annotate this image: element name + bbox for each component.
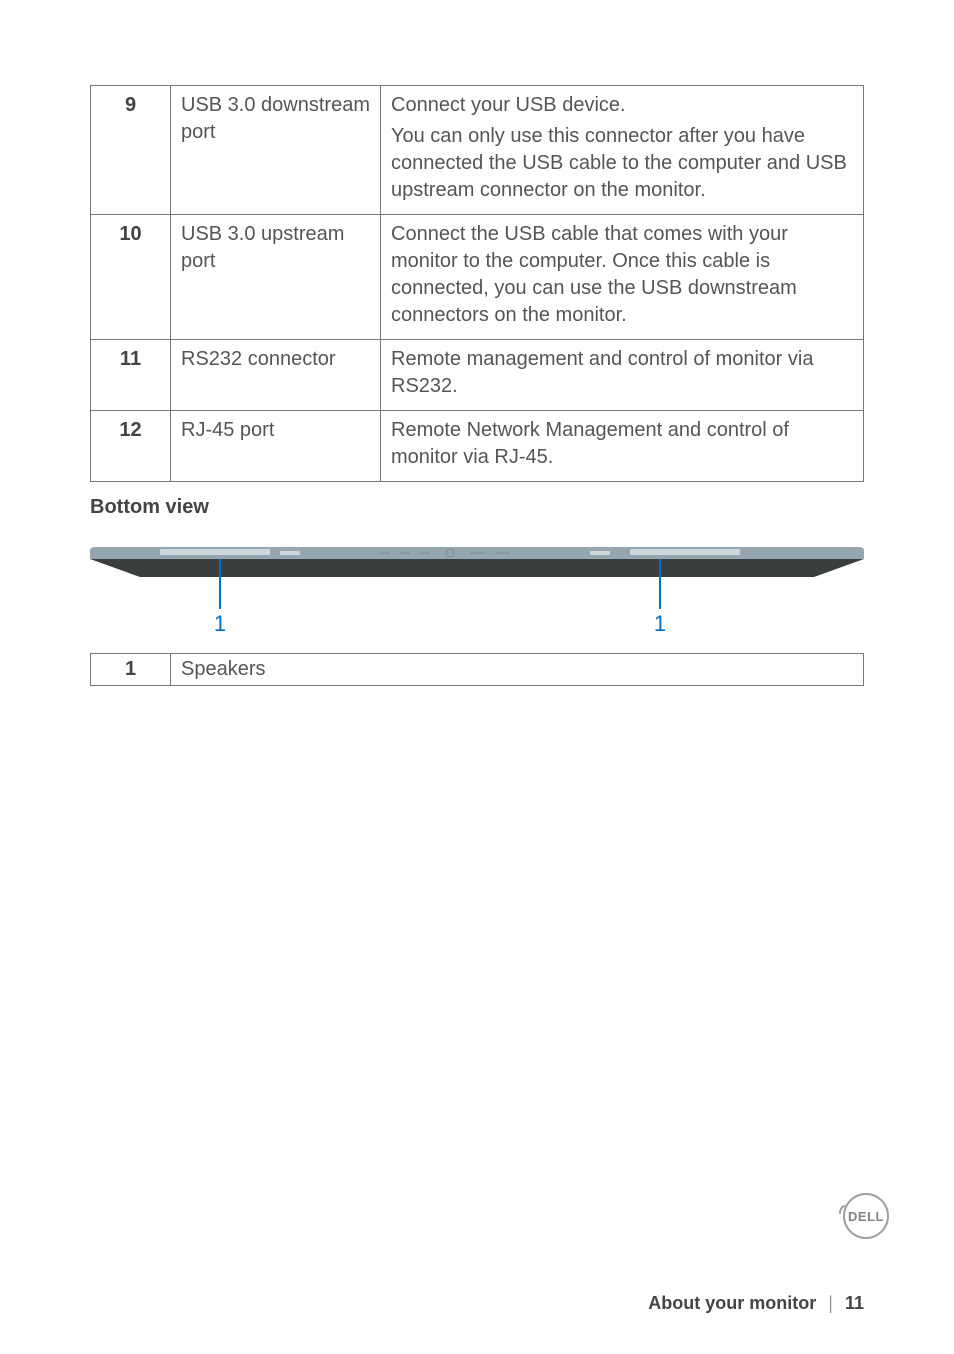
port-description: Remote management and control of monitor… [381,340,864,411]
desc-para: Remote management and control of monitor… [391,346,853,400]
table-row: 12 RJ-45 port Remote Network Management … [91,411,864,482]
port-description: Connect your USB device. You can only us… [381,86,864,215]
speaker-label: Speakers [171,654,864,686]
desc-para: Remote Network Management and control of… [391,417,853,471]
speakers-table: 1 Speakers [90,653,864,686]
port-description: Remote Network Management and control of… [381,411,864,482]
dell-logo-icon: DELL [838,1188,894,1244]
ports-table-body: 9 USB 3.0 downstream port Connect your U… [91,86,864,482]
desc-para: You can only use this connector after yo… [391,123,853,204]
row-number: 1 [91,654,171,686]
svg-text:DELL: DELL [848,1209,884,1224]
bottom-view-diagram: 1 1 [90,529,864,639]
footer-section: About your monitor [648,1293,816,1314]
row-number: 12 [91,411,171,482]
footer-page-number: 11 [845,1293,864,1314]
row-number: 10 [91,215,171,340]
ports-table: 9 USB 3.0 downstream port Connect your U… [90,85,864,482]
port-name: USB 3.0 upstream port [171,215,381,340]
bottom-view-svg: 1 1 [90,529,864,639]
callout-label: 1 [654,611,666,636]
table-row: 9 USB 3.0 downstream port Connect your U… [91,86,864,215]
port-name: USB 3.0 downstream port [171,86,381,215]
bottom-view-heading: Bottom view [90,496,864,519]
desc-para: Connect the USB cable that comes with yo… [391,221,853,329]
row-number: 9 [91,86,171,215]
table-row: 11 RS232 connector Remote management and… [91,340,864,411]
page-footer: About your monitor | 11 [90,1293,864,1314]
footer-separator: | [828,1293,833,1314]
desc-para: Connect your USB device. [391,92,853,119]
port-name: RJ-45 port [171,411,381,482]
port-name: RS232 connector [171,340,381,411]
table-row: 1 Speakers [91,654,864,686]
row-number: 11 [91,340,171,411]
port-description: Connect the USB cable that comes with yo… [381,215,864,340]
callout-label: 1 [214,611,226,636]
table-row: 10 USB 3.0 upstream port Connect the USB… [91,215,864,340]
